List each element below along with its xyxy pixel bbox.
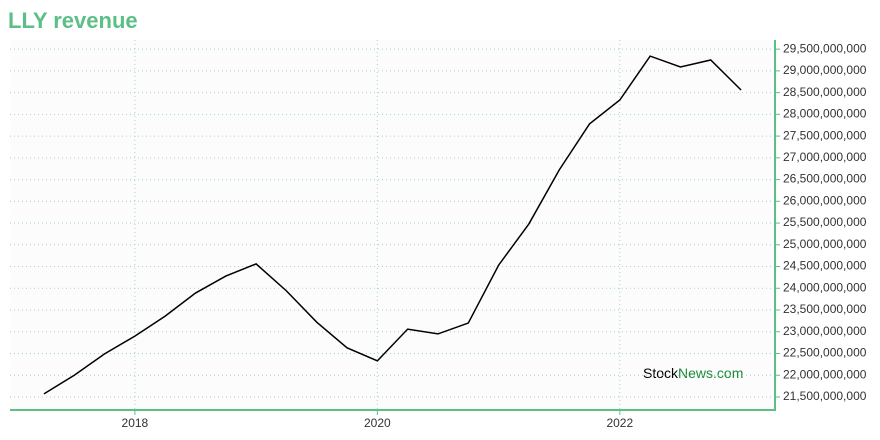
y-tick-label: 27,500,000,000 (783, 128, 867, 142)
y-tick-label: 22,500,000,000 (783, 346, 867, 360)
y-tick-label: 25,500,000,000 (783, 215, 867, 229)
y-tick-label: 29,500,000,000 (783, 41, 867, 55)
y-tick-label: 28,000,000,000 (783, 107, 867, 121)
y-tick-label: 24,000,000,000 (783, 280, 867, 294)
y-tick-label: 26,000,000,000 (783, 193, 867, 207)
chart-title: LLY revenue (8, 8, 138, 33)
x-tick-label: 2018 (122, 416, 149, 430)
y-tick-label: 23,000,000,000 (783, 324, 867, 338)
watermark: StockNews.com (643, 365, 743, 381)
y-tick-label: 22,000,000,000 (783, 367, 867, 381)
y-tick-label: 27,000,000,000 (783, 150, 867, 164)
y-tick-label: 21,500,000,000 (783, 389, 867, 403)
y-tick-label: 26,500,000,000 (783, 172, 867, 186)
y-tick-label: 25,000,000,000 (783, 237, 867, 251)
x-tick-label: 2020 (364, 416, 391, 430)
y-tick-label: 29,000,000,000 (783, 63, 867, 77)
plot-area (10, 40, 775, 410)
y-tick-label: 23,500,000,000 (783, 302, 867, 316)
watermark-part: Stock (643, 365, 679, 381)
y-tick-label: 24,500,000,000 (783, 259, 867, 273)
watermark-part: News.com (678, 365, 743, 381)
y-tick-label: 28,500,000,000 (783, 85, 867, 99)
x-tick-label: 2022 (606, 416, 633, 430)
line-series (43, 55, 742, 395)
